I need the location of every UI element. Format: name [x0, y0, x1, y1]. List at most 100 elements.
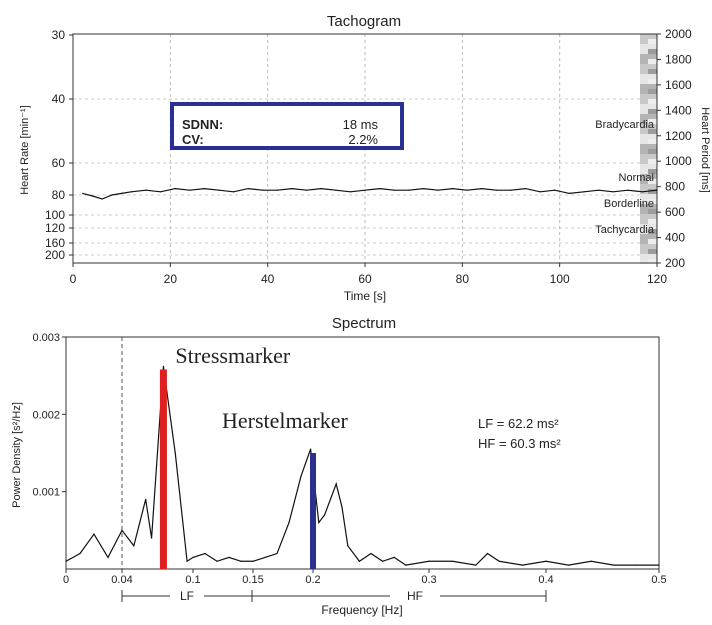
hatch-cell	[648, 99, 657, 104]
spectrum-point	[174, 452, 176, 454]
tachogram-point	[627, 189, 629, 191]
tachogram-point	[218, 189, 220, 191]
tachogram-point	[641, 191, 644, 193]
tachogram-right-tick-label: 1200	[665, 129, 692, 143]
spectrum-point	[428, 560, 430, 562]
spectrum-title: Spectrum	[332, 315, 396, 332]
spectrum-y-tick-label: 0.001	[32, 487, 60, 499]
spectrum-point	[264, 556, 266, 559]
spectrum-point	[635, 564, 638, 566]
spectrum-x-tick-label: 0	[63, 574, 69, 586]
spectrum-point	[358, 560, 360, 562]
hatch-cell	[648, 159, 657, 164]
tachogram-right-ticks: 2000 1800 1600 1400 1200 1000 800 600 400 200	[657, 27, 692, 270]
tachogram-point	[189, 189, 191, 191]
spectrum-point	[335, 483, 337, 485]
hrv-stats-box	[170, 102, 404, 150]
tachogram-point	[291, 188, 293, 190]
tachogram-x-axis-label: Time [s]	[344, 289, 386, 303]
tachogram-zone-labels: Bradycardia Normal Borderline Tachycardia	[595, 119, 655, 236]
hatch-cell	[648, 199, 657, 204]
spectrum-y-tick-label: 0.003	[32, 332, 60, 344]
tachogram-left-tick-label: 40	[52, 92, 66, 106]
spectrum-point	[240, 560, 242, 562]
hatch-cell	[648, 69, 657, 74]
tachogram-point	[495, 189, 497, 191]
hatch-cell	[648, 209, 657, 214]
spectrum-y-ticks: 0.003 0.002 0.001	[32, 332, 66, 499]
spectrum-point	[288, 522, 290, 524]
tachogram-x-tick-label: 100	[550, 272, 570, 286]
spectrum-point	[382, 560, 384, 562]
spectrum-point	[252, 560, 254, 562]
tachogram-x-tick-label: 120	[647, 272, 667, 286]
hatch-cell	[648, 129, 657, 134]
zone-label-normal: Normal	[619, 172, 654, 184]
spectrum-point	[93, 533, 95, 535]
hatch-cell	[648, 239, 657, 244]
hatch-cell	[648, 119, 657, 124]
zone-label-tachycardia: Tachycardia	[595, 224, 655, 236]
tachogram-x-tick-label: 0	[70, 272, 77, 286]
hatch-cell	[648, 79, 657, 84]
spectrum-series	[65, 365, 660, 566]
hatch-cell	[648, 169, 657, 174]
spectrum-point	[486, 552, 489, 555]
spectrum-point	[658, 564, 660, 566]
tachogram-point	[111, 194, 113, 196]
spectrum-point	[300, 475, 302, 477]
spectrum-point	[121, 529, 123, 531]
spectrum-point	[310, 448, 312, 450]
tachogram-left-tick-label: 120	[45, 221, 65, 235]
spectrum-point	[162, 365, 165, 367]
tachogram-point	[539, 191, 541, 193]
tachogram-point	[306, 189, 308, 191]
spectrum-point	[186, 560, 188, 562]
tachogram-right-tick-label: 200	[665, 256, 685, 270]
tachogram-right-axis-label: Heart Period [ms]	[699, 107, 711, 193]
spectrum-plot-frame	[65, 336, 660, 570]
tachogram-point	[583, 191, 585, 193]
spectrum-point	[192, 556, 194, 559]
spectrum-point	[65, 560, 67, 562]
spectrum-point	[613, 564, 615, 566]
spectrum-point	[228, 556, 230, 559]
stress-marker-label: Stressmarker	[175, 343, 291, 368]
tachogram-point	[612, 191, 614, 193]
hatch-cell	[648, 179, 657, 184]
tachogram-point	[320, 188, 322, 190]
tachogram-x-tick-label: 20	[164, 272, 178, 286]
hf-band-label: HF	[407, 589, 423, 603]
hatch-cell	[648, 189, 657, 194]
spectrum-x-tick-label: 0.1	[185, 574, 200, 586]
tachogram-right-tick-label: 2000	[665, 27, 692, 41]
hatch-cell	[648, 39, 657, 44]
spectrum-x-tick-label: 0.2	[305, 574, 320, 586]
spectrum-x-tick-label: 0.5	[651, 574, 666, 586]
tachogram-point	[568, 192, 571, 194]
band-brackets	[121, 590, 547, 602]
spectrum-point	[341, 506, 343, 508]
spectrum-x-tick-label: 0.15	[242, 574, 263, 586]
spectrum-point	[405, 564, 407, 566]
hatch-cell	[648, 229, 657, 234]
spectrum-x-ticks: 0 0.04 0.1 0.15 0.2 0.3 0.4 0.5	[63, 569, 667, 586]
hatch-cell	[648, 219, 657, 224]
tachogram-point	[656, 189, 658, 191]
tachogram-title: Tachogram	[327, 13, 401, 30]
tachogram-right-tick-label: 800	[665, 180, 685, 194]
tachogram-line	[82, 187, 658, 200]
hatch-cell	[648, 109, 657, 114]
spectrum-point	[133, 545, 135, 547]
tachogram-x-tick-label: 80	[456, 272, 470, 286]
spectrum-point	[347, 545, 349, 547]
recovery-marker-label: Herstelmarker	[222, 408, 348, 433]
lf-power-text: LF = 62.2 ms²	[478, 416, 559, 431]
lf-band-label: LF	[180, 589, 194, 603]
tachogram-x-tick-label: 60	[358, 272, 372, 286]
tachogram-right-tick-label: 1400	[665, 103, 692, 117]
hatch-cell	[648, 49, 657, 54]
tachogram-point	[554, 189, 556, 191]
